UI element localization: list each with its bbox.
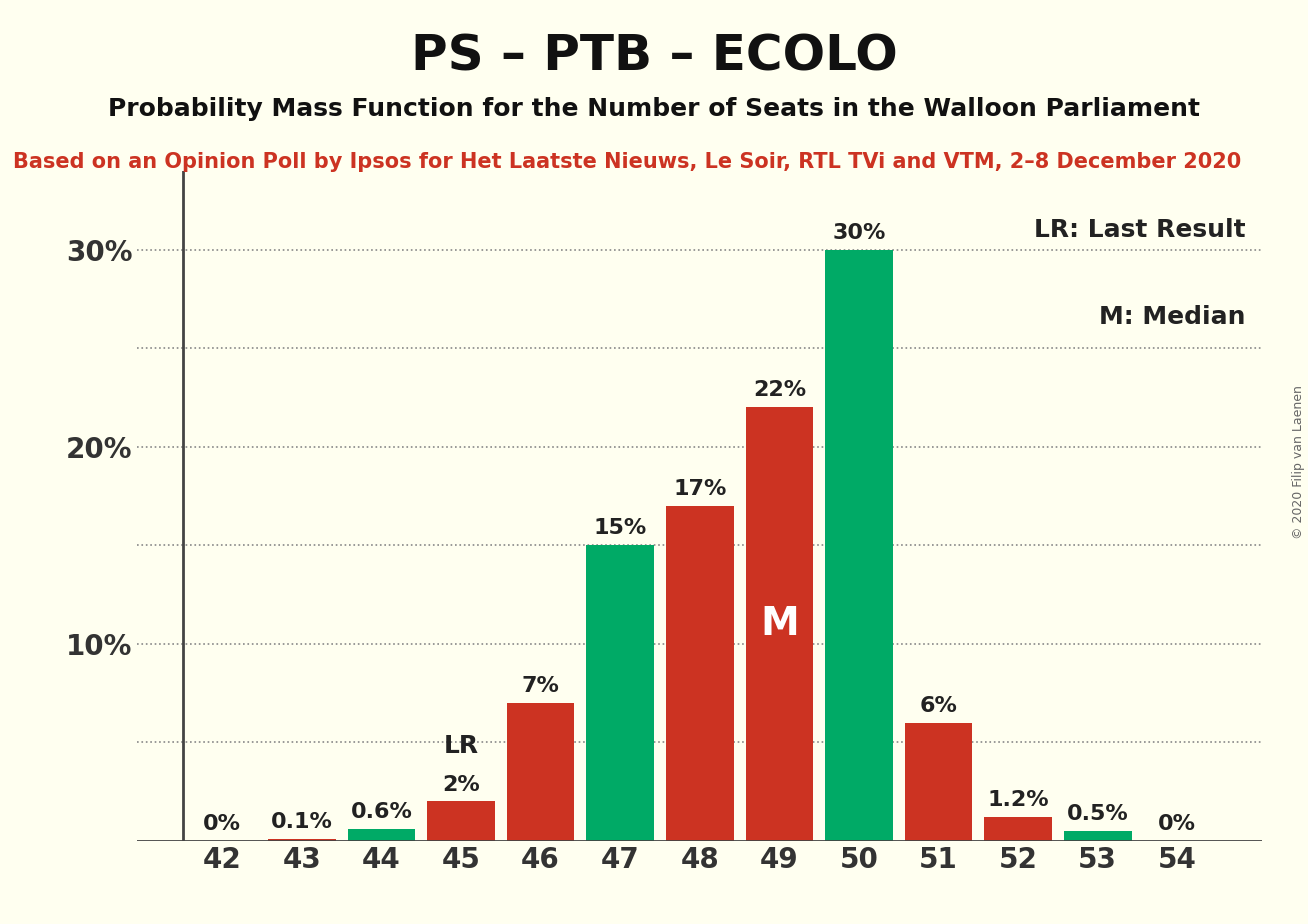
Text: 22%: 22% <box>753 381 806 400</box>
Bar <box>428 801 494 841</box>
Text: M: M <box>760 605 799 643</box>
Text: 0%: 0% <box>1159 814 1197 834</box>
Text: 17%: 17% <box>674 479 726 499</box>
Bar <box>985 817 1052 841</box>
Text: © 2020 Filip van Laenen: © 2020 Filip van Laenen <box>1292 385 1305 539</box>
Text: 6%: 6% <box>920 696 957 716</box>
Text: 7%: 7% <box>522 676 560 696</box>
Bar <box>666 506 734 841</box>
Bar <box>348 829 415 841</box>
Bar <box>825 249 893 841</box>
Text: Based on an Opinion Poll by Ipsos for Het Laatste Nieuws, Le Soir, RTL TVi and V: Based on an Opinion Poll by Ipsos for He… <box>13 152 1241 173</box>
Text: 1.2%: 1.2% <box>988 790 1049 810</box>
Text: PS – PTB – ECOLO: PS – PTB – ECOLO <box>411 32 897 80</box>
Text: LR: Last Result: LR: Last Result <box>1033 218 1245 242</box>
Bar <box>586 545 654 841</box>
Text: 0%: 0% <box>203 814 241 834</box>
Text: 15%: 15% <box>594 518 647 539</box>
Text: 2%: 2% <box>442 774 480 795</box>
Bar <box>905 723 972 841</box>
Bar <box>1063 831 1131 841</box>
Text: Probability Mass Function for the Number of Seats in the Walloon Parliament: Probability Mass Function for the Number… <box>109 97 1199 121</box>
Text: 0.6%: 0.6% <box>351 802 412 822</box>
Bar <box>746 407 814 841</box>
Text: M: Median: M: Median <box>1099 305 1245 329</box>
Text: 0.5%: 0.5% <box>1067 804 1129 824</box>
Bar <box>268 839 336 841</box>
Text: 0.1%: 0.1% <box>271 812 332 832</box>
Text: 30%: 30% <box>832 223 886 243</box>
Bar <box>506 703 574 841</box>
Text: LR: LR <box>443 734 479 758</box>
